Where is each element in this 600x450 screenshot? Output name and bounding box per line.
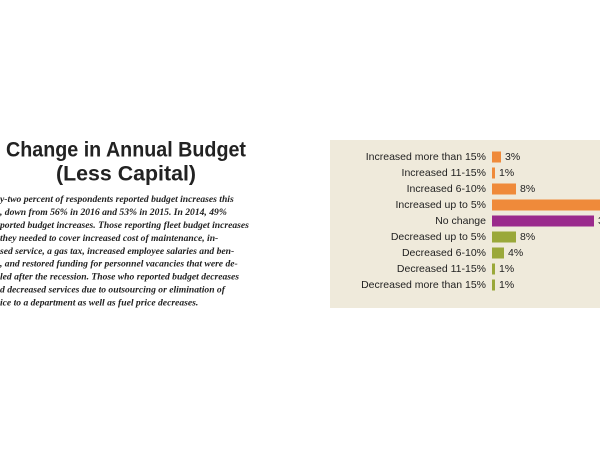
value-label: 1% xyxy=(499,279,514,291)
category-label: Decreased more than 15% xyxy=(361,279,486,291)
body-text: , down from 56% in 2016 and 53% in 2015.… xyxy=(0,207,227,218)
category-label: Decreased 6-10% xyxy=(402,247,486,259)
category-label: Increased 6-10% xyxy=(407,183,486,195)
category-label: Increased more than 15% xyxy=(366,151,486,163)
body-text: y-two percent of respondents reported bu… xyxy=(0,194,234,205)
bar xyxy=(492,231,516,243)
body-text: , and restored funding for personnel vac… xyxy=(0,259,238,270)
category-label: Decreased 11-15% xyxy=(397,263,486,275)
bar xyxy=(492,263,495,275)
bar xyxy=(492,167,495,179)
bar xyxy=(492,151,501,163)
bar xyxy=(492,183,516,195)
value-label: 4% xyxy=(508,247,523,259)
category-label: Increased up to 5% xyxy=(396,199,486,211)
value-label: 8% xyxy=(520,231,535,243)
value-label: 3% xyxy=(505,151,520,163)
body-text: ported budget increases. Those reporting… xyxy=(0,220,249,231)
body-text: d decreased services due to outsourcing … xyxy=(0,285,226,296)
bar xyxy=(492,247,504,259)
category-label: Decreased up to 5% xyxy=(391,231,486,243)
category-label: No change xyxy=(435,215,486,227)
value-label: 1% xyxy=(499,167,514,179)
value-label: 1% xyxy=(499,263,514,275)
value-label: 34% xyxy=(598,215,600,227)
bar xyxy=(492,215,594,227)
category-label: Increased 11-15% xyxy=(402,167,486,179)
body-text: led after the recession. Those who repor… xyxy=(0,272,239,283)
article-title: Change in Annual Budget xyxy=(6,139,246,162)
body-text: they needed to cover increased cost of m… xyxy=(0,233,218,244)
article-title: (Less Capital) xyxy=(56,163,196,186)
bar xyxy=(492,279,495,291)
value-label: 8% xyxy=(520,183,535,195)
body-text: ice to a department as well as fuel pric… xyxy=(0,297,198,308)
body-text: sed service, a gas tax, increased employ… xyxy=(0,246,234,257)
bar xyxy=(492,199,600,211)
